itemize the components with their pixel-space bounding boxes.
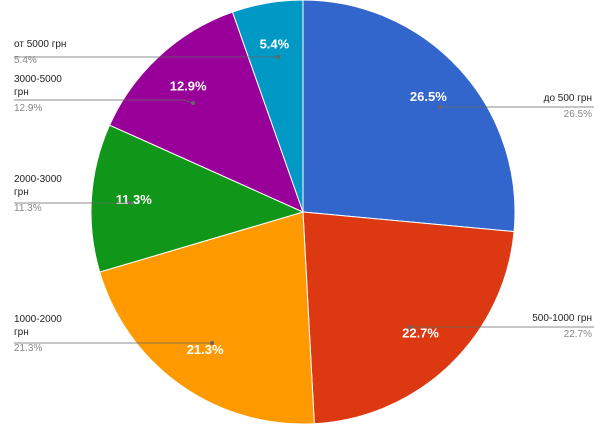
pie-slice [231,0,304,213]
legend-label: до 500 грн 26.5% [472,92,592,121]
leader-dot [191,101,195,105]
pie-slice [302,0,516,233]
leader-dot [438,105,442,109]
slice-label: 22.7% [402,326,439,341]
pie-slice [302,211,515,425]
leader-dot [408,325,412,329]
percent-label: 26.5% [563,109,592,120]
legend-label: 500-1000 грн 22.7% [472,312,592,341]
category-name: 500-1000 грн [532,313,592,324]
category-name: от 5000 грн [14,39,67,50]
leader-dot [276,55,280,59]
percent-label: 5.4% [14,55,37,66]
category-name: 1000-2000 грн [14,314,62,338]
legend-label: от 5000 грн 5.4% [14,38,114,67]
slice-label: 26.5% [410,89,447,104]
percent-label: 22.7% [563,329,592,340]
leader-dot [128,201,132,205]
percent-label: 11.3% [14,203,42,214]
slice-label: 21.3% [187,342,224,357]
slice-label: 5.4% [260,36,290,51]
legend-label: 1000-2000 грн 21.3% [14,313,76,355]
legend-label: 3000-5000 грн 12.9% [14,73,76,115]
pie-slice [99,211,315,425]
legend-label: 2000-3000 грн 11.3% [14,173,76,215]
category-name: 3000-5000 грн [14,74,62,98]
category-name: до 500 грн [543,93,592,104]
pie-slice [90,124,305,273]
slice-label: 11.3% [116,192,153,207]
percent-label: 21.3% [14,343,43,354]
category-name: 2000-3000 грн [14,174,62,198]
pie-slice [108,11,304,213]
slice-label: 12.9% [170,79,207,94]
percent-label: 12.9% [14,103,43,114]
leader-dot [210,341,214,345]
leader-line [14,99,194,104]
